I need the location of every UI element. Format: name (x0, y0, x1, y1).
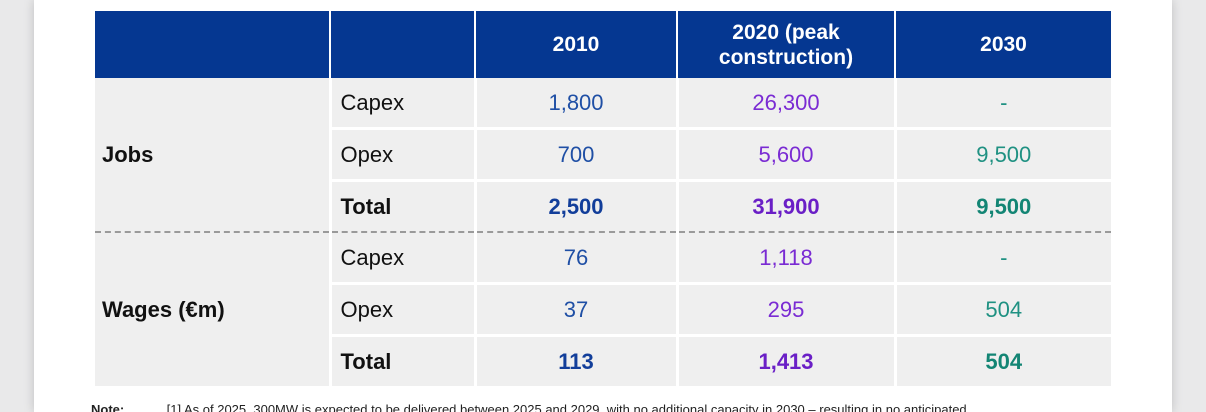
cell-2030: 9,500 (893, 179, 1111, 232)
note-text: [1] As of 2025, 300MW is expected to be … (166, 402, 967, 412)
cell-2030: 504 (893, 282, 1111, 336)
document-page: 2010 2020 (peak construction) 2030 Jobs … (34, 0, 1172, 412)
table-row: Opex 37 295 504 (95, 282, 1111, 336)
cell-2010: 700 (473, 127, 677, 181)
cell-2010: 37 (473, 282, 677, 336)
footnote: Note: [1] As of 2025, 300MW is expected … (91, 402, 967, 412)
jobs-wages-table: 2010 2020 (peak construction) 2030 Jobs … (95, 11, 1111, 386)
cell-2020: 1,413 (675, 334, 895, 386)
header-empty-cell (329, 11, 475, 78)
cell-2030: 504 (893, 334, 1111, 386)
cell-2010: 113 (473, 334, 677, 386)
note-label: Note: (91, 402, 125, 412)
header-2020-peak-construction: 2020 (peak construction) (676, 11, 895, 78)
cell-2010: 2,500 (473, 179, 677, 232)
header-2030: 2030 (894, 11, 1111, 78)
cell-2030: - (893, 231, 1111, 284)
table-row-total: Total 113 1,413 504 (95, 334, 1111, 386)
row-label: Opex (328, 282, 475, 336)
table-row: Wages (€m) Capex 76 1,118 - (95, 231, 1111, 386)
cell-2020: 295 (675, 282, 895, 336)
header-2010: 2010 (474, 11, 677, 78)
cell-2020: 5,600 (675, 127, 895, 181)
cell-2030: 9,500 (893, 127, 1111, 181)
row-label: Opex (328, 127, 475, 181)
row-label: Capex (328, 78, 475, 129)
cell-2010: 76 (473, 231, 677, 284)
row-label: Capex (328, 231, 475, 284)
cell-2030: - (893, 78, 1111, 129)
cell-2020: 26,300 (675, 78, 895, 129)
cell-2010: 1,800 (473, 78, 677, 129)
row-label: Total (328, 179, 475, 232)
group-label-wages: Wages (€m) (95, 231, 330, 386)
header-empty-cell (95, 11, 330, 78)
table-header-row: 2010 2020 (peak construction) 2030 (95, 11, 1111, 78)
row-label: Total (328, 334, 475, 386)
table-row-total: Total 2,500 31,900 9,500 (95, 179, 1111, 232)
table-row: Jobs Capex 1,800 26,300 - (95, 78, 1111, 232)
cell-2020: 1,118 (675, 231, 895, 284)
cell-2020: 31,900 (675, 179, 895, 232)
table-row: Opex 700 5,600 9,500 (95, 127, 1111, 181)
group-label-jobs: Jobs (95, 78, 330, 232)
